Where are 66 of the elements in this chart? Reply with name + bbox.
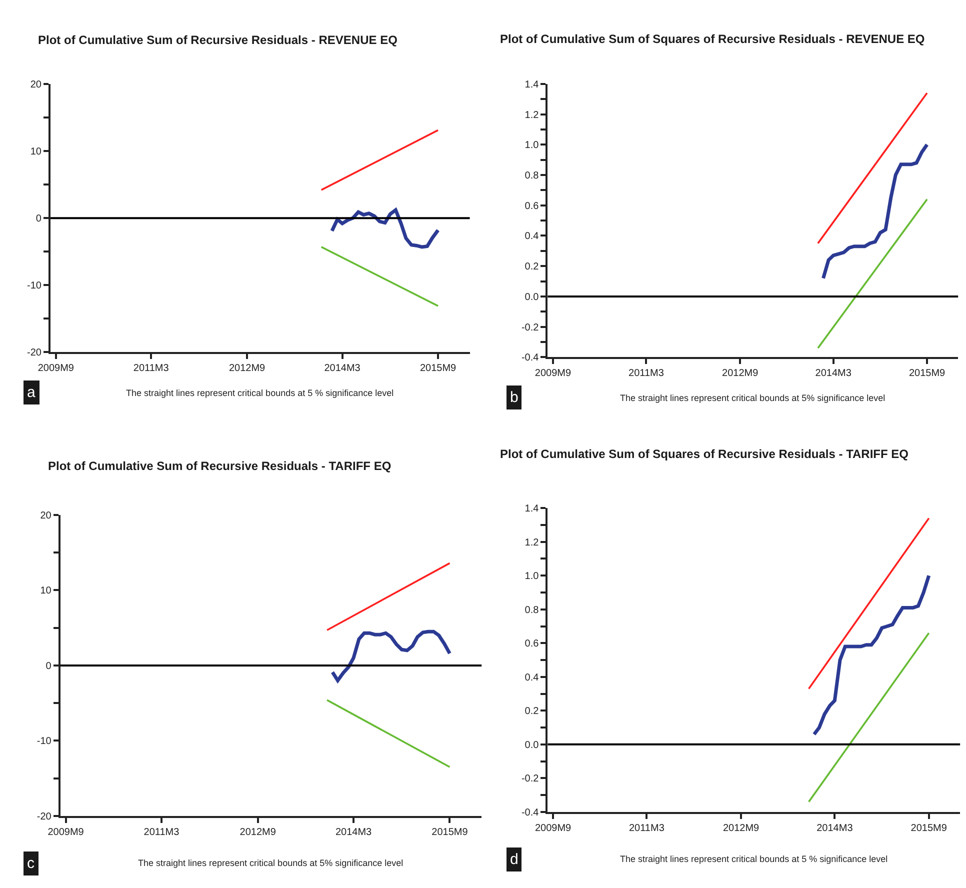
- x-tick-label: 2012M9: [722, 822, 760, 834]
- y-tick-label: 1.0: [524, 140, 540, 152]
- y-tick-label: 20: [30, 79, 42, 90]
- text: The straight lines represent critical bounds at 5% significance level: [620, 393, 886, 403]
- text: The straight lines represent critical bounds at 5 % significance level: [620, 854, 888, 864]
- x-tick-label: 2014M3: [815, 368, 852, 380]
- y-tick-label: 0.2: [524, 706, 540, 718]
- chart-title: Plot of Cumulative Sum of Recursive Residuals - REVENUE EQ: [38, 33, 398, 47]
- y-tick-label: -20: [27, 348, 42, 359]
- y-tick-label: 0: [36, 214, 42, 225]
- x-tick-label: 2014M3: [816, 822, 854, 834]
- y-tick-label: 1.4: [524, 79, 540, 90]
- x-tick-label: 2012M9: [228, 363, 266, 374]
- y-tick-label: 0.4: [524, 231, 540, 242]
- y-tick-label: 0.2: [524, 262, 540, 273]
- text: b: [510, 389, 518, 406]
- x-tick-label: 2011M3: [144, 826, 180, 838]
- y-tick-label: 0.0: [524, 292, 540, 303]
- x-tick-label: 2009M9: [48, 826, 84, 838]
- y-tick-label: 0.0: [524, 740, 540, 751]
- chart-title: Plot of Cumulative Sum of Squares of Recursive Residuals - TARIFF EQ: [500, 447, 909, 461]
- y-tick-label: -0.4: [521, 352, 540, 364]
- y-tick-label: -0.2: [521, 774, 540, 785]
- y-tick-label: 0.6: [524, 638, 540, 650]
- x-tick-label: 2009M9: [38, 363, 74, 374]
- y-tick-label: 1.2: [524, 537, 540, 548]
- line-series: [330, 208, 440, 249]
- x-tick-label: 2015M9: [432, 826, 468, 838]
- chart-title: Plot of Cumulative Sum of Recursive Residuals - TARIFF EQ: [48, 459, 392, 473]
- x-tick-label: 2015M9: [910, 822, 948, 834]
- y-tick-label: -10: [27, 280, 42, 292]
- x-tick-label: 2015M9: [908, 368, 946, 380]
- text: The straight lines represent critical bounds at 5 % significance level: [126, 388, 394, 398]
- text: c: [27, 855, 35, 872]
- x-tick-label: 2011M3: [628, 822, 665, 834]
- text: d: [510, 851, 518, 868]
- y-tick-label: -0.2: [521, 322, 540, 334]
- y-tick-label: 20: [40, 510, 52, 522]
- chart-title: Plot of Cumulative Sum of Squares of Recursive Residuals - REVENUE EQ: [500, 32, 925, 46]
- x-tick-label: 2011M3: [628, 368, 664, 380]
- line-series: [812, 574, 931, 736]
- text: a: [27, 384, 36, 401]
- y-tick-label: 1.2: [524, 110, 540, 121]
- y-tick-label: -10: [36, 736, 52, 748]
- y-tick-label: 0.6: [524, 200, 540, 212]
- x-tick-label: 2012M9: [722, 368, 759, 380]
- y-tick-label: -0.4: [521, 807, 540, 818]
- y-tick-label: 10: [30, 146, 42, 158]
- line-series: [330, 630, 452, 682]
- x-tick-label: 2014M3: [324, 363, 361, 374]
- x-tick-label: 2015M9: [420, 363, 457, 374]
- y-tick-label: 1.0: [524, 571, 540, 582]
- y-tick-label: 0.8: [524, 170, 540, 182]
- x-tick-label: 2014M3: [335, 826, 372, 838]
- y-tick-label: -20: [36, 811, 52, 822]
- x-tick-label: 2012M9: [240, 826, 276, 838]
- text: The straight lines represent critical bounds at 5% significance level: [138, 858, 404, 868]
- y-tick-label: 0.8: [524, 604, 540, 616]
- y-tick-label: 1.4: [524, 504, 540, 515]
- x-tick-label: 2009M9: [534, 822, 572, 834]
- line-series: [821, 142, 929, 280]
- y-tick-label: 0: [46, 660, 52, 672]
- x-tick-label: 2009M9: [534, 368, 572, 380]
- x-tick-label: 2011M3: [133, 363, 170, 374]
- y-tick-label: 0.4: [524, 672, 540, 684]
- y-tick-label: 10: [40, 586, 52, 597]
